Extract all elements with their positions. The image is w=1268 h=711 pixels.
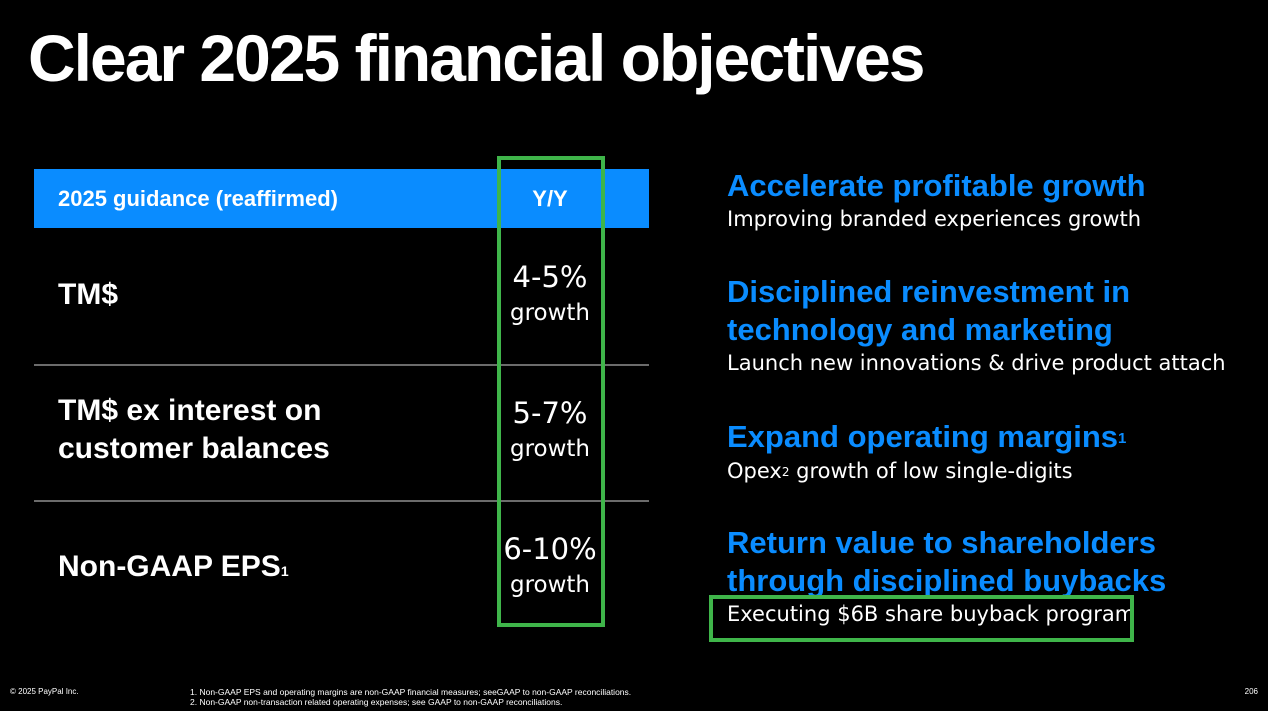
yoy-highlight-box	[497, 156, 605, 627]
footnote-1: 1. Non-GAAP EPS and operating margins ar…	[190, 687, 632, 697]
objective-heading-line1: Disciplined reinvestment in	[727, 274, 1131, 309]
footnote-marker: 2	[781, 465, 790, 479]
metric-non-gaap-eps: Non-GAAP EPS1	[58, 548, 289, 586]
objective-heading-line2: through disciplined buybacks	[727, 563, 1167, 598]
objective-sub-operating-margins: Opex2 growth of low single-digits	[727, 457, 1073, 485]
growth-value-tm-ex-interest: 5-7% growth	[497, 394, 603, 466]
objective-sub-text: Executing $6B share buyback program	[727, 602, 1136, 626]
growth-unit: growth	[509, 572, 591, 598]
growth-percent: 4-5%	[512, 260, 588, 294]
objective-sub-reinvestment: Launch new innovations & drive product a…	[727, 349, 1226, 377]
objective-heading-reinvestment: Disciplined reinvestment in technology a…	[727, 273, 1130, 349]
objective-heading-line1: Return value to shareholders	[727, 525, 1156, 560]
growth-unit: growth	[509, 300, 591, 326]
metric-label: Non-GAAP EPS	[58, 550, 281, 583]
footnotes: 1. Non-GAAP EPS and operating margins ar…	[190, 687, 631, 707]
objective-heading-text: Expand operating margins	[727, 419, 1119, 454]
objective-heading-line2: technology and marketing	[727, 312, 1113, 347]
growth-percent: 6-10%	[503, 532, 597, 566]
metric-label: TM$	[58, 278, 118, 311]
objective-sub-profitable-growth: Improving branded experiences growth	[727, 205, 1141, 233]
guidance-table-header: 2025 guidance (reaffirmed) Y/Y	[34, 169, 649, 228]
yoy-column-header: Y/Y	[532, 186, 568, 211]
metric-tm-dollars: TM$	[58, 276, 118, 314]
growth-value-non-gaap-eps: 6-10% growth	[497, 530, 603, 602]
footnote-2: 2. Non-GAAP non-transaction related oper…	[190, 697, 563, 707]
copyright-notice: © 2025 PayPal Inc.	[10, 687, 79, 696]
metric-tm-ex-interest: TM$ ex interest on customer balances	[58, 392, 330, 468]
row-divider	[34, 364, 649, 366]
growth-percent: 5-7%	[512, 396, 588, 430]
growth-value-tm-dollars: 4-5% growth	[497, 258, 603, 330]
buyback-highlight-box	[709, 595, 1134, 642]
objective-heading-profitable-growth: Accelerate profitable growth	[727, 167, 1146, 205]
footnote-marker: 1	[280, 563, 289, 579]
growth-unit: growth	[509, 436, 591, 462]
objective-heading-shareholder-return: Return value to shareholders through dis…	[727, 524, 1166, 600]
footnote-marker: 1	[1118, 430, 1127, 447]
metric-label-line1: TM$ ex interest on	[58, 394, 322, 427]
objective-sub-text: Opex	[727, 459, 782, 483]
objective-sub-text-rest: growth of low single-digits	[789, 459, 1073, 483]
slide-title: Clear 2025 financial objectives	[28, 21, 925, 95]
objective-sub-text: Launch new innovations & drive product a…	[727, 351, 1226, 375]
metric-label-line2: customer balances	[58, 432, 330, 465]
objective-heading-operating-margins: Expand operating margins1	[727, 418, 1126, 456]
objective-sub-text: Improving branded experiences growth	[727, 207, 1142, 231]
objective-sub-buyback: Executing $6B share buyback program	[727, 600, 1135, 628]
guidance-header-label: 2025 guidance (reaffirmed)	[58, 186, 338, 211]
row-divider	[34, 500, 649, 502]
objective-heading-text: Accelerate profitable growth	[727, 168, 1146, 203]
page-number: 206	[1244, 687, 1258, 696]
